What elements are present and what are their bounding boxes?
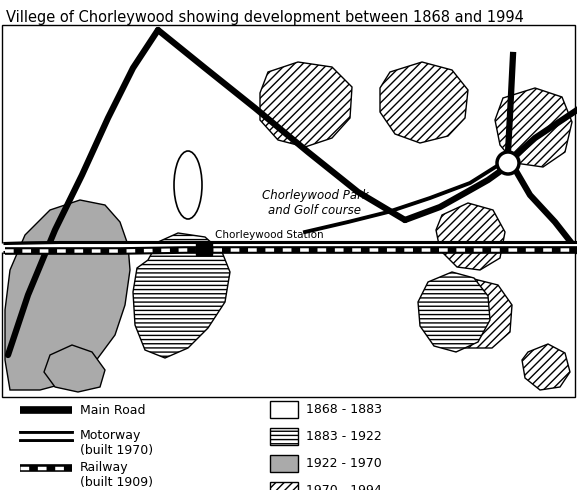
Text: Chorleywood Station: Chorleywood Station: [215, 230, 324, 240]
Polygon shape: [495, 88, 572, 167]
Polygon shape: [260, 62, 352, 147]
Polygon shape: [5, 200, 130, 390]
Bar: [270, 401, 298, 418]
Polygon shape: [133, 233, 230, 358]
Bar: [270, 455, 298, 472]
Text: 1868 - 1883: 1868 - 1883: [306, 403, 382, 416]
Bar: [270, 428, 298, 445]
Text: Chorleywood Park
and Golf course: Chorleywood Park and Golf course: [261, 189, 368, 217]
Bar: [2, 25, 575, 397]
Text: Villege of Chorleywood showing development between 1868 and 1994: Villege of Chorleywood showing developme…: [6, 10, 524, 25]
Text: 1922 - 1970: 1922 - 1970: [306, 457, 382, 470]
Bar: [270, 482, 298, 490]
Polygon shape: [436, 203, 505, 270]
Text: 1883 - 1922: 1883 - 1922: [306, 430, 382, 443]
Text: Railway
(built 1909): Railway (built 1909): [80, 461, 153, 489]
Text: Main Road: Main Road: [80, 403, 145, 416]
Polygon shape: [418, 272, 490, 352]
Circle shape: [497, 152, 519, 174]
Ellipse shape: [174, 151, 202, 219]
Polygon shape: [440, 278, 512, 348]
Polygon shape: [44, 345, 105, 392]
Text: Motorway
(built 1970): Motorway (built 1970): [80, 429, 153, 457]
Polygon shape: [380, 62, 468, 143]
Polygon shape: [522, 344, 570, 390]
Text: 1970 - 1994: 1970 - 1994: [306, 484, 382, 490]
Bar: [196, 243, 212, 255]
